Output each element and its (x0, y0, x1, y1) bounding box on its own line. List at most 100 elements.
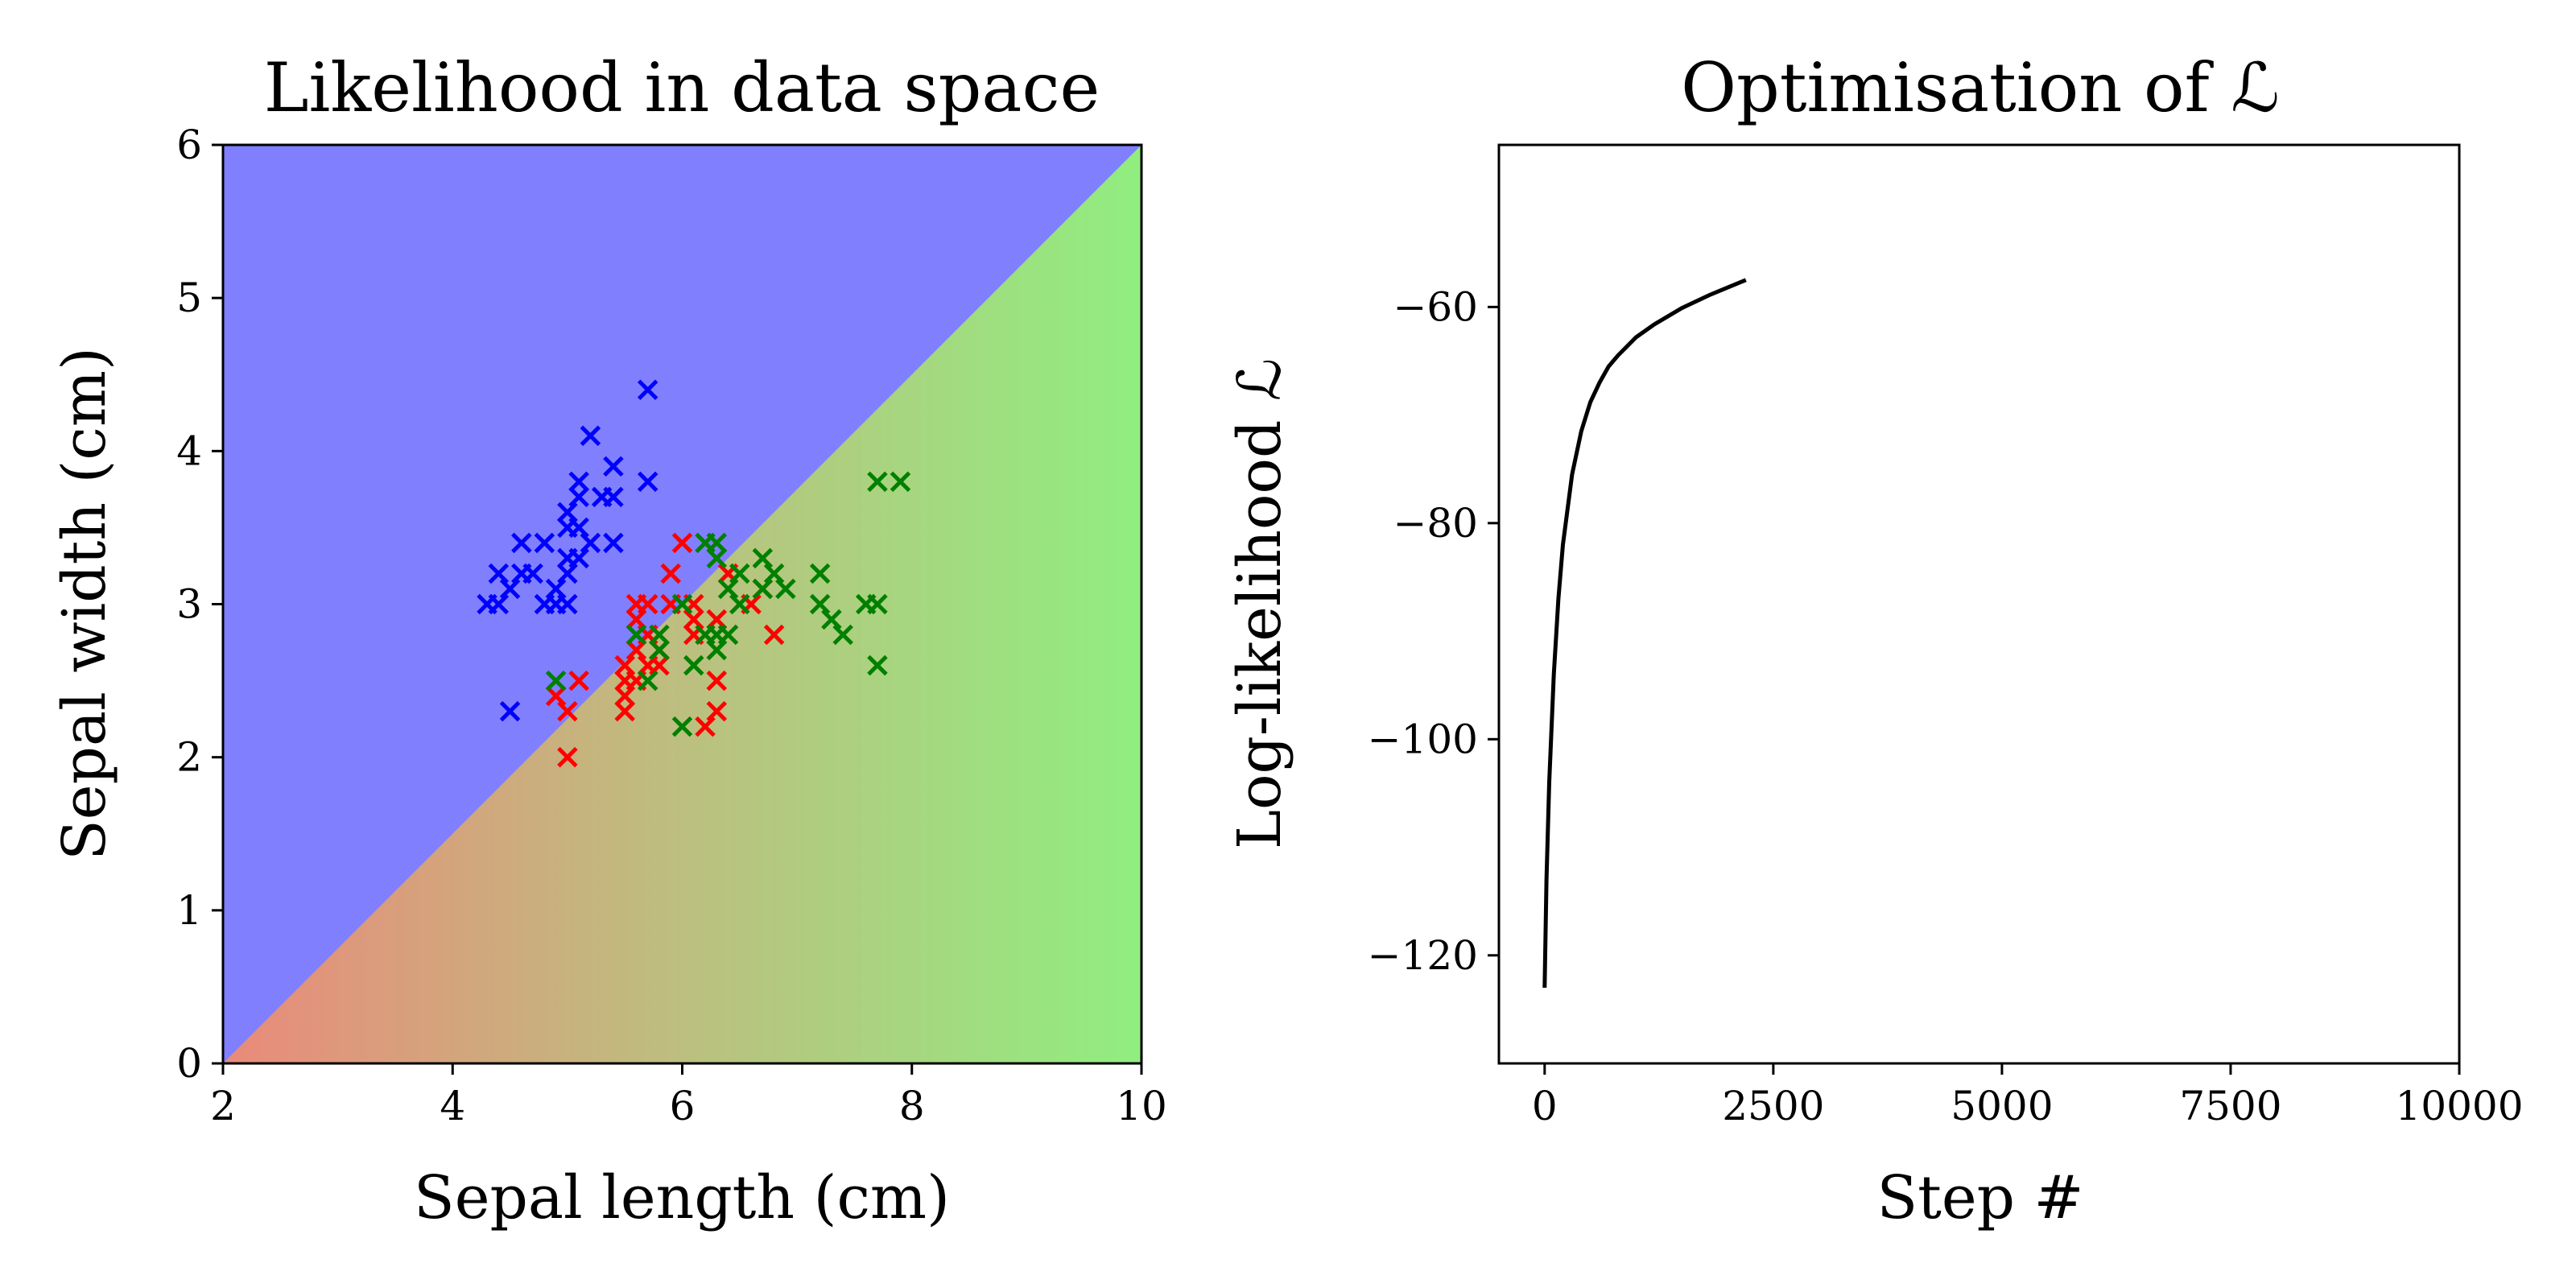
scatter-point (499, 700, 521, 722)
x-tick-label: 0 (1532, 1083, 1558, 1129)
scatter-point (625, 639, 647, 661)
scatter-point (809, 593, 831, 615)
scatter-point (614, 654, 635, 676)
y-tick-label: 2 (176, 734, 202, 781)
x-tick-label: 2 (210, 1083, 236, 1129)
scatter-point (649, 654, 670, 676)
scatter-point (568, 486, 589, 508)
scatter-point (717, 624, 739, 646)
x-tick-label: 5000 (1951, 1083, 2053, 1129)
scatter-point (695, 716, 716, 737)
scatter-point (649, 624, 670, 646)
left-y-ticks: 0 1 2 3 4 5 6 (176, 122, 223, 1087)
right-x-ticks: 0 2500 5000 7500 10000 (1532, 1063, 2524, 1129)
left-y-axis-label: Sepal width (cm) (50, 347, 119, 861)
scatter-point (568, 517, 589, 539)
scatter-points (477, 379, 911, 768)
scatter-point (660, 563, 682, 584)
scatter-point (683, 609, 704, 630)
scatter-point (809, 563, 831, 584)
scatter-point (706, 547, 728, 569)
scatter-point (671, 593, 693, 615)
scatter-point (821, 609, 842, 630)
scatter-point (625, 624, 647, 646)
scatter-point (637, 379, 658, 401)
scatter-point (671, 532, 693, 554)
y-tick-label: 3 (176, 581, 202, 628)
right-y-ticks: −120 −100 −80 −60 (1368, 283, 1499, 979)
scatter-point (545, 670, 567, 691)
y-tick-label: −100 (1368, 716, 1478, 762)
scatter-point (752, 547, 774, 569)
scatter-point (717, 578, 739, 600)
scatter-point (867, 471, 888, 493)
scatter-point (603, 532, 624, 554)
scatter-point (557, 593, 578, 615)
x-tick-label: 2500 (1722, 1083, 1824, 1129)
x-tick-label: 10000 (2395, 1083, 2523, 1129)
scatter-point (488, 593, 510, 615)
x-tick-label: 4 (440, 1083, 465, 1129)
scatter-point (637, 593, 658, 615)
right-plot-frame (1497, 143, 2461, 1065)
scatter-point (557, 746, 578, 768)
scatter-point (706, 532, 728, 554)
scatter-point (568, 670, 589, 691)
scatter-point (649, 639, 670, 661)
left-chart-title: Likelihood in data space (264, 48, 1100, 127)
left-x-ticks: 2 4 6 8 10 (210, 1063, 1167, 1129)
scatter-point (545, 578, 567, 600)
scatter-point (603, 456, 624, 477)
scatter-point (729, 563, 750, 584)
scatter-point (763, 563, 785, 584)
scatter-point (625, 609, 647, 630)
scatter-point (867, 654, 888, 676)
scatter-point (545, 685, 567, 707)
y-tick-label: −60 (1393, 283, 1478, 330)
scatter-point (511, 532, 532, 554)
scatter-point (557, 563, 578, 584)
scatter-point (614, 700, 635, 722)
scatter-point (637, 670, 658, 691)
y-tick-label: −80 (1393, 500, 1478, 547)
right-x-axis-label: Step # (1876, 1163, 2083, 1232)
scatter-point (580, 425, 601, 447)
right-chart: Optimisation of ℒ 0 2500 5000 7500 10000 −12… (1225, 48, 2524, 1232)
y-tick-label: −120 (1368, 932, 1478, 979)
scatter-point (706, 609, 728, 630)
scatter-point (499, 578, 521, 600)
scatter-point (706, 700, 728, 722)
scatter-point (488, 563, 510, 584)
scatter-point (706, 639, 728, 661)
y-tick-label: 0 (176, 1040, 202, 1087)
scatter-point (683, 654, 704, 676)
log-likelihood-line (1542, 278, 1747, 989)
scatter-point (867, 593, 888, 615)
y-tick-label: 4 (176, 427, 202, 474)
scatter-point (890, 471, 911, 493)
x-tick-label: 8 (899, 1083, 925, 1129)
scatter-point (534, 532, 555, 554)
left-chart: Likelihood in data space 2 4 6 8 10 0123456 … (50, 48, 1167, 1232)
scatter-point (557, 700, 578, 722)
scatter-point (671, 716, 693, 737)
scatter-point (775, 578, 796, 600)
scatter-point (637, 471, 658, 493)
y-tick-label: 5 (176, 275, 202, 321)
x-tick-label: 6 (670, 1083, 696, 1129)
scatter-point (568, 471, 589, 493)
scatter-point (580, 532, 601, 554)
left-x-axis-label: Sepal length (cm) (414, 1163, 950, 1232)
right-chart-title: Optimisation of ℒ (1681, 48, 2280, 127)
right-y-axis-label: Log-likelihood ℒ (1225, 358, 1294, 849)
y-tick-label: 6 (176, 122, 202, 168)
scatter-point (557, 502, 578, 523)
scatter-point (752, 578, 774, 600)
scatter-point (706, 670, 728, 691)
scatter-point (603, 486, 624, 508)
scatter-point (568, 547, 589, 569)
scatter-point (522, 563, 543, 584)
scatter-point (832, 624, 853, 646)
x-tick-label: 7500 (2179, 1083, 2281, 1129)
